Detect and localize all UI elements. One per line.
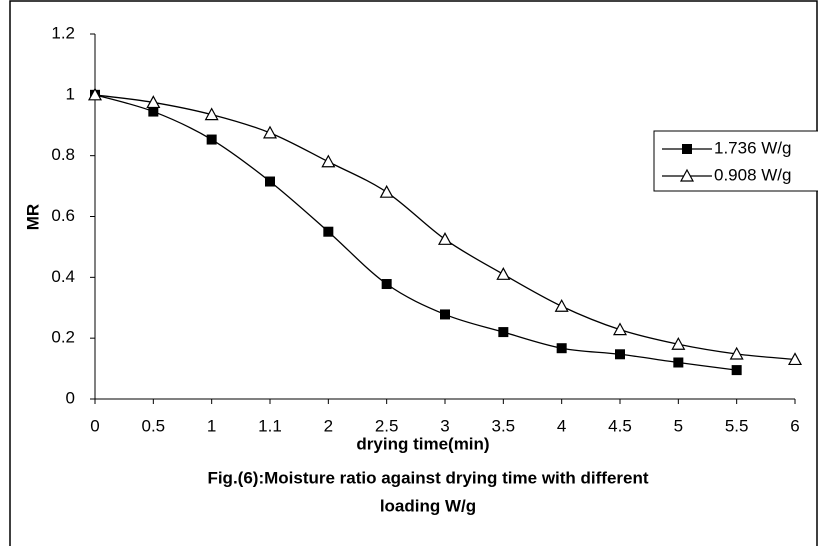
- x-tick-label: 1.1: [258, 416, 282, 435]
- marker: [731, 365, 742, 376]
- y-tick-label: 1: [66, 84, 75, 103]
- marker: [787, 352, 803, 366]
- x-tick-label: 3: [440, 416, 449, 435]
- marker: [148, 106, 159, 117]
- marker: [381, 279, 392, 290]
- y-tick-label: 0.8: [51, 145, 75, 164]
- x-tick-label: 6: [790, 416, 799, 435]
- marker: [496, 267, 511, 280]
- legend-label: 1.736 W/g: [714, 138, 792, 157]
- marker: [673, 357, 684, 368]
- x-tick-label: 4: [557, 416, 566, 435]
- y-tick-label: 0.6: [51, 206, 75, 225]
- marker: [615, 349, 625, 360]
- marker: [321, 154, 336, 168]
- caption: Fig.(6):Moisture ratio against drying ti…: [207, 468, 648, 487]
- x-tick-label: 3.5: [492, 416, 516, 435]
- marker: [262, 125, 278, 139]
- marker: [265, 176, 275, 187]
- x-tick-label: 0.5: [142, 416, 166, 435]
- marker: [671, 336, 686, 350]
- y-axis-label: MR: [23, 204, 42, 230]
- y-tick-label: 0: [66, 388, 75, 407]
- marker: [729, 346, 744, 360]
- legend-label: 0.908 W/g: [714, 165, 792, 184]
- marker: [379, 184, 394, 198]
- y-tick-label: 0.2: [51, 328, 75, 347]
- x-tick-label: 5: [674, 416, 683, 435]
- x-tick-label: 0: [90, 416, 99, 435]
- marker: [204, 107, 219, 121]
- marker: [682, 144, 692, 154]
- marker: [146, 95, 161, 109]
- marker: [612, 322, 628, 336]
- x-tick-label: 4.5: [608, 416, 632, 435]
- x-axis-label: drying time(min): [356, 434, 489, 453]
- x-tick-label: 5.5: [725, 416, 749, 435]
- caption: loading W/g: [380, 496, 476, 515]
- marker: [554, 298, 569, 312]
- x-tick-label: 2.5: [375, 416, 399, 435]
- marker: [679, 168, 695, 182]
- marker: [498, 327, 509, 338]
- y-tick-label: 0.4: [51, 267, 75, 286]
- marker: [440, 309, 450, 320]
- frame: [9, 0, 818, 546]
- x-tick-label: 2: [324, 416, 333, 435]
- y-tick-label: 1.2: [51, 23, 75, 42]
- marker: [87, 87, 103, 101]
- marker: [437, 232, 453, 245]
- marker: [206, 134, 217, 145]
- marker: [556, 343, 567, 354]
- x-tick-label: 1: [207, 416, 216, 435]
- series-line: [94, 94, 737, 371]
- marker: [323, 226, 334, 237]
